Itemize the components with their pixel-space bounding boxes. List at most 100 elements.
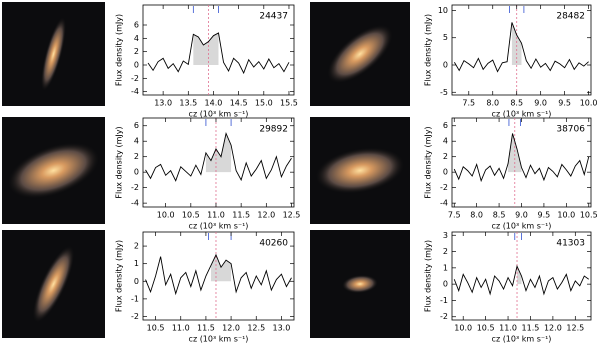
x-tick-label: 12.5	[247, 324, 265, 333]
x-tick-label: 15.0	[255, 99, 273, 108]
galaxy	[32, 245, 75, 323]
x-tick-label: 11.5	[197, 324, 215, 333]
x-tick-label: 14.5	[230, 99, 248, 108]
y-tick-label: -1	[131, 294, 139, 303]
panel-label: 40260	[259, 239, 288, 249]
y-tick-label: 6	[134, 121, 139, 130]
x-axis-label: cz (10³ km s⁻¹)	[189, 222, 249, 231]
y-tick-label: 2	[134, 242, 139, 251]
y-tick-label: 2	[443, 247, 448, 256]
x-tick-label: 9.0	[515, 211, 528, 220]
spectrum-line	[453, 264, 590, 296]
x-tick-label: 9.5	[538, 211, 551, 220]
x-axis-label: cz (10³ km s⁻¹)	[492, 222, 552, 231]
x-tick-label: 12.0	[222, 324, 240, 333]
spectrum-line	[453, 133, 590, 183]
panel-label: 28482	[556, 12, 585, 22]
y-tick-label: 0	[443, 168, 448, 177]
x-axis-label: cz (10³ km s⁻¹)	[492, 110, 552, 119]
y-tick-label: 4	[134, 34, 139, 43]
x-tick-label: 8.0	[486, 99, 499, 108]
y-tick-label: -4	[131, 87, 139, 96]
galaxy	[327, 24, 393, 84]
x-tick-label: 14.0	[205, 99, 223, 108]
x-tick-label: 8.5	[510, 99, 523, 108]
y-axis-label: Flux density (mJy)	[115, 14, 124, 86]
x-axis-label: cz (10³ km s⁻¹)	[189, 110, 249, 119]
x-axis-label: cz (10³ km s⁻¹)	[492, 335, 552, 344]
profile-shade	[193, 33, 219, 65]
x-axis-label: cz (10³ km s⁻¹)	[189, 335, 249, 344]
galaxy	[315, 147, 405, 194]
y-tick-label: 1	[134, 259, 139, 268]
x-tick-label: 13.5	[179, 99, 197, 108]
y-tick-label: 10	[438, 6, 448, 15]
y-tick-label: 2	[134, 152, 139, 161]
x-tick-label: 12.5	[283, 211, 301, 220]
spectrum-line	[145, 253, 292, 296]
spectrum-line	[454, 22, 589, 73]
y-tick-label: 6	[134, 21, 139, 30]
panel-label: 24437	[259, 12, 288, 22]
x-tick-label: 10.5	[182, 211, 200, 220]
y-axis-label: Flux density (mJy)	[115, 240, 124, 312]
spectrum-line	[147, 32, 290, 75]
x-tick-label: 10.5	[147, 324, 165, 333]
x-tick-label: 12.0	[257, 211, 275, 220]
galaxy	[7, 142, 100, 199]
x-tick-label: 13.0	[273, 324, 291, 333]
x-tick-label: 11.0	[207, 211, 225, 220]
y-axis-label: Flux density (mJy)	[424, 126, 433, 198]
x-tick-label: 10.0	[580, 99, 598, 108]
y-tick-label: -5	[440, 88, 448, 97]
y-tick-label: 0	[134, 168, 139, 177]
x-tick-label: 10.0	[454, 324, 472, 333]
galaxy	[40, 17, 67, 91]
x-tick-label: 13.0	[154, 99, 172, 108]
x-tick-label: 12.5	[566, 324, 584, 333]
x-tick-label: 8.0	[470, 211, 483, 220]
y-tick-label: -4	[131, 199, 139, 208]
spectrum-line	[145, 132, 292, 182]
y-tick-label: -2	[131, 312, 139, 321]
x-tick-label: 12.0	[544, 324, 562, 333]
x-tick-label: 10.0	[157, 211, 175, 220]
y-tick-label: 3	[443, 231, 448, 240]
x-tick-label: 15.5	[280, 99, 298, 108]
y-tick-label: 2	[443, 152, 448, 161]
y-axis-label: Flux density (mJy)	[424, 240, 433, 312]
y-tick-label: 6	[443, 121, 448, 130]
x-tick-label: 11.5	[522, 324, 540, 333]
y-tick-label: 2	[134, 47, 139, 56]
galaxy	[342, 274, 378, 294]
y-tick-label: 0	[443, 61, 448, 70]
x-tick-label: 9.0	[534, 99, 547, 108]
y-tick-label: -2	[131, 74, 139, 83]
y-tick-label: 5	[443, 33, 448, 42]
x-tick-label: 10.5	[580, 211, 598, 220]
x-tick-label: 7.5	[462, 99, 475, 108]
y-tick-label: 0	[443, 280, 448, 289]
y-tick-label: -1	[440, 296, 448, 305]
y-tick-label: 4	[134, 137, 139, 146]
x-tick-label: 7.5	[448, 211, 461, 220]
y-tick-label: 0	[134, 61, 139, 70]
profile-shade	[205, 133, 232, 173]
y-tick-label: 4	[443, 137, 448, 146]
profile-shade	[511, 22, 522, 66]
x-tick-label: 10.5	[477, 324, 495, 333]
x-tick-label: 10.0	[557, 211, 575, 220]
panel-label: 38706	[556, 125, 585, 135]
x-tick-label: 11.0	[172, 324, 190, 333]
y-axis-label: Flux density (mJy)	[115, 126, 124, 198]
y-axis-label: Flux density (mJy)	[424, 14, 433, 86]
y-tick-label: -2	[131, 183, 139, 192]
y-tick-label: 1	[443, 263, 448, 272]
y-tick-label: -4	[440, 199, 448, 208]
panel-label: 41303	[556, 239, 585, 249]
x-tick-label: 11.5	[232, 211, 250, 220]
y-tick-label: -2	[440, 183, 448, 192]
y-tick-label: 0	[134, 277, 139, 286]
